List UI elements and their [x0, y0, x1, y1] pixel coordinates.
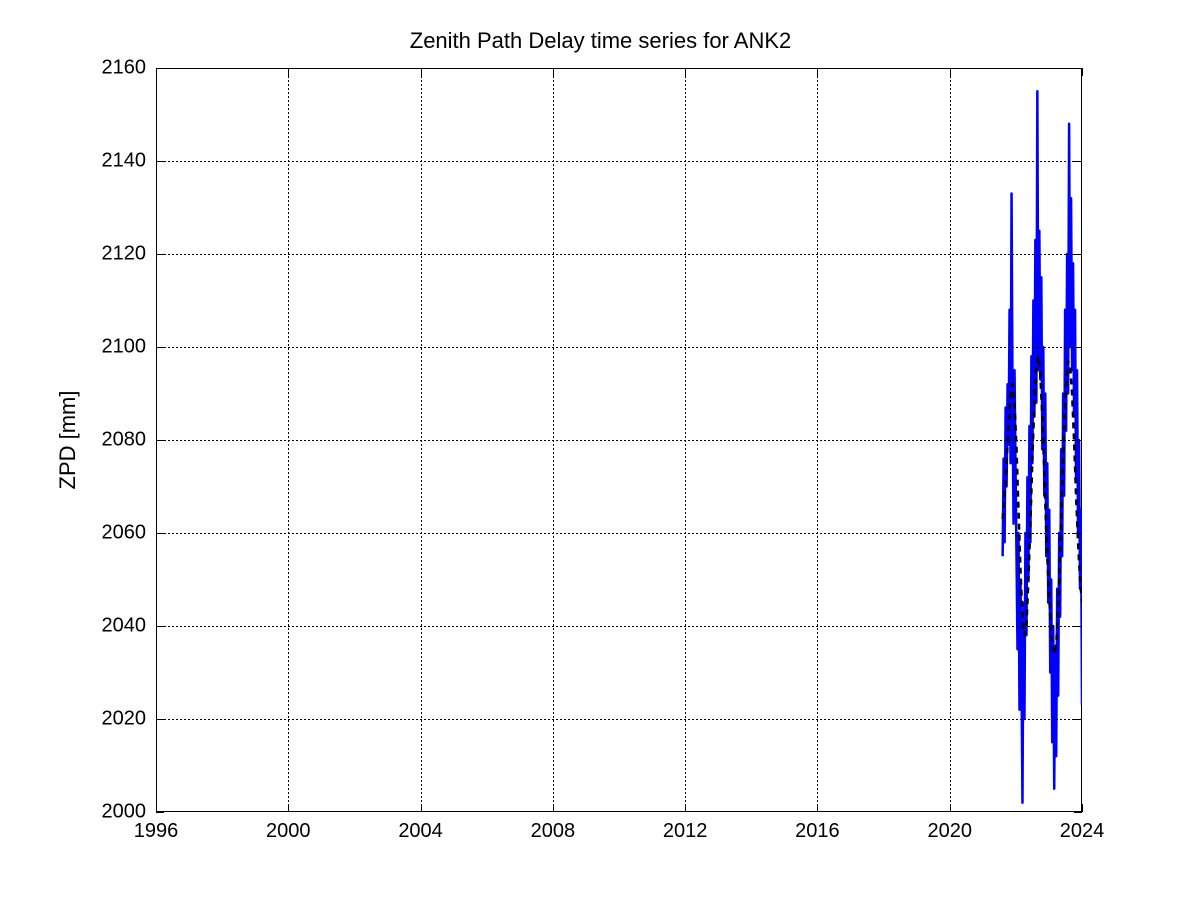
y-tick	[1074, 719, 1082, 720]
y-tick-label: 2160	[102, 57, 147, 80]
x-tick	[1082, 68, 1083, 76]
x-tick	[685, 804, 686, 812]
grid-line-horizontal	[156, 161, 1082, 162]
x-tick	[288, 804, 289, 812]
y-tick-label: 2120	[102, 243, 147, 266]
y-tick	[1074, 68, 1082, 69]
y-tick	[1074, 812, 1082, 813]
y-tick	[156, 347, 164, 348]
grid-line-horizontal	[156, 626, 1082, 627]
y-tick	[156, 626, 164, 627]
x-tick-label: 2016	[795, 820, 840, 843]
y-tick-label: 2000	[102, 801, 147, 824]
x-tick	[288, 68, 289, 76]
x-tick-label: 2020	[927, 820, 972, 843]
y-tick	[156, 161, 164, 162]
y-tick-label: 2040	[102, 615, 147, 638]
y-tick-label: 2080	[102, 429, 147, 452]
x-tick-label: 2024	[1060, 820, 1105, 843]
y-tick-label: 2020	[102, 708, 147, 731]
x-tick	[950, 804, 951, 812]
y-tick	[1074, 161, 1082, 162]
grid-line-horizontal	[156, 533, 1082, 534]
y-tick-label: 2100	[102, 336, 147, 359]
x-tick	[553, 804, 554, 812]
y-tick-label: 2060	[102, 522, 147, 545]
y-tick	[1074, 440, 1082, 441]
x-tick	[553, 68, 554, 76]
series-zpd-raw	[1003, 91, 1082, 802]
x-tick-label: 2012	[663, 820, 708, 843]
y-tick	[1074, 254, 1082, 255]
x-tick	[1082, 804, 1083, 812]
figure: Zenith Path Delay time series for ANK2 Z…	[0, 0, 1201, 901]
grid-line-horizontal	[156, 440, 1082, 441]
x-tick	[950, 68, 951, 76]
x-tick	[156, 804, 157, 812]
plot-area	[0, 0, 1201, 901]
y-tick	[156, 533, 164, 534]
x-tick	[817, 68, 818, 76]
x-tick-label: 2008	[531, 820, 576, 843]
x-tick-label: 2000	[266, 820, 311, 843]
y-tick	[156, 440, 164, 441]
y-tick	[156, 812, 164, 813]
x-tick	[817, 804, 818, 812]
y-tick	[1074, 626, 1082, 627]
grid-line-horizontal	[156, 254, 1082, 255]
y-tick-label: 2140	[102, 150, 147, 173]
x-tick	[685, 68, 686, 76]
y-tick	[1074, 533, 1082, 534]
y-tick	[1074, 347, 1082, 348]
x-tick	[421, 68, 422, 76]
y-tick	[156, 719, 164, 720]
grid-line-horizontal	[156, 719, 1082, 720]
y-tick	[156, 254, 164, 255]
x-tick	[421, 804, 422, 812]
y-tick	[156, 68, 164, 69]
grid-line-horizontal	[156, 347, 1082, 348]
x-tick	[156, 68, 157, 76]
x-tick-label: 2004	[398, 820, 443, 843]
